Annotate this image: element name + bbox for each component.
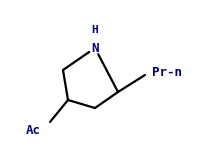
Text: Ac: Ac [25, 123, 40, 136]
Text: N: N [91, 41, 98, 54]
Text: H: H [91, 25, 98, 35]
Text: Pr-n: Pr-n [151, 65, 181, 78]
